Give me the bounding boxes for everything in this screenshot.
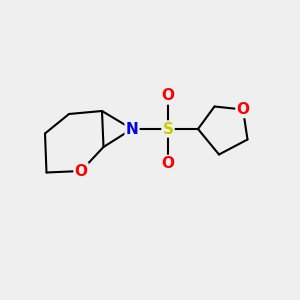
Text: N: N [126, 122, 138, 136]
Text: O: O [161, 156, 175, 171]
Text: O: O [236, 102, 250, 117]
Text: O: O [161, 88, 175, 104]
Text: O: O [74, 164, 88, 178]
Text: S: S [163, 122, 173, 136]
